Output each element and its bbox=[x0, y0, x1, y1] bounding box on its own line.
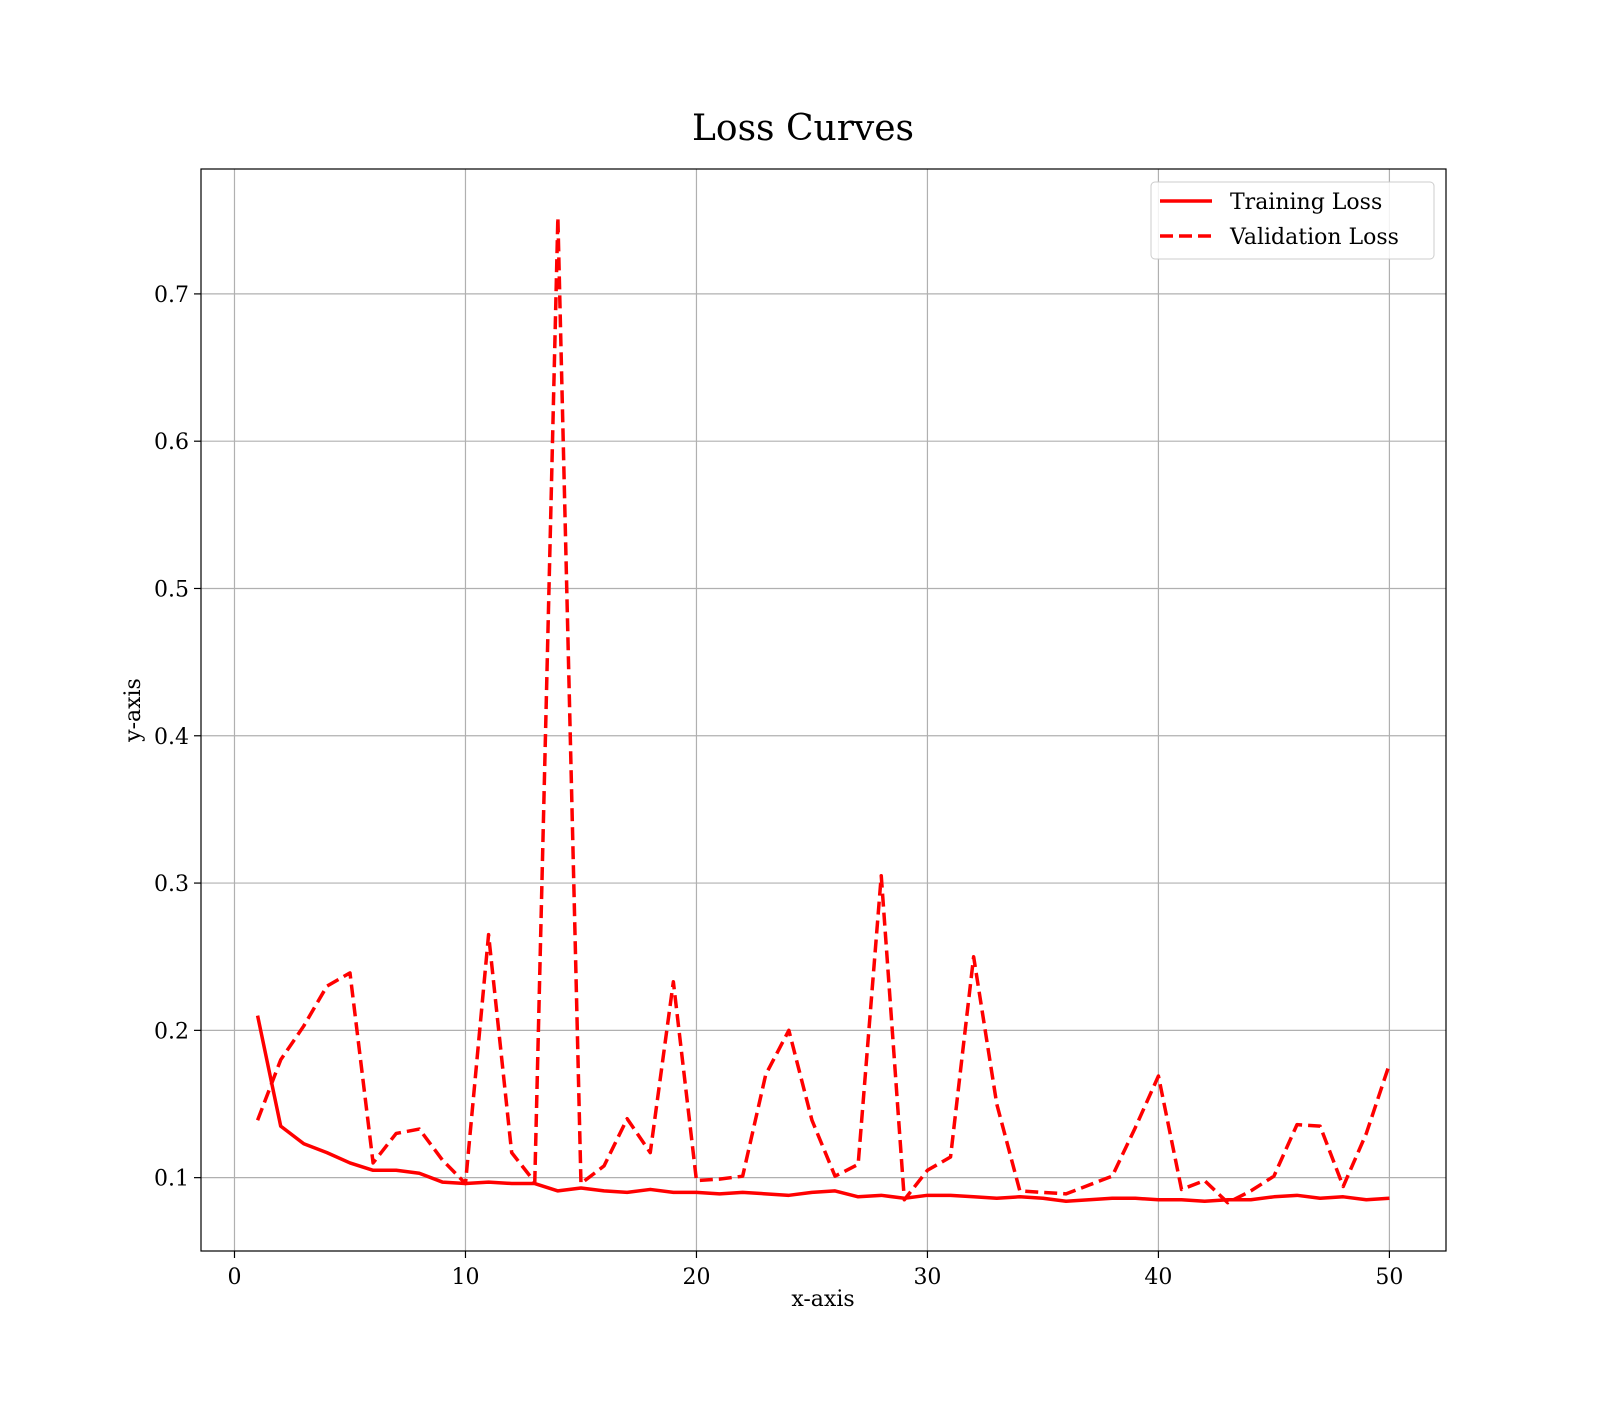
x-tick-label: 20 bbox=[682, 1265, 710, 1290]
y-tick-label: 0.2 bbox=[154, 1019, 189, 1044]
training-loss-line bbox=[255, 1015, 1390, 1203]
chart-title: Loss Curves bbox=[692, 108, 914, 149]
validation-loss-line bbox=[255, 215, 1392, 1205]
x-tick-label: 50 bbox=[1375, 1265, 1403, 1290]
series-lines bbox=[255, 215, 1392, 1205]
x-tick-label: 30 bbox=[913, 1265, 941, 1290]
legend-box bbox=[1150, 181, 1435, 260]
x-tick-label: 40 bbox=[1144, 1265, 1172, 1290]
x-axis-label: x-axis bbox=[791, 1287, 854, 1312]
y-axis-label: y-axis bbox=[121, 678, 146, 743]
plot-area-frame bbox=[200, 168, 1447, 1252]
axis-ticks: 0 10 20 30 40 50 0.1 0.2 0.3 0.4 0.5 0.6 0.7 bbox=[154, 283, 1403, 1290]
legend-label-training-loss: Training Loss bbox=[1230, 190, 1382, 215]
legend: Training Loss Validation Loss bbox=[1150, 181, 1435, 260]
grid-lines bbox=[201, 169, 1446, 1251]
y-tick-label: 0.1 bbox=[154, 1167, 189, 1192]
legend-label-validation-loss: Validation Loss bbox=[1229, 225, 1399, 250]
y-tick-label: 0.6 bbox=[154, 430, 189, 455]
x-tick-label: 0 bbox=[227, 1265, 241, 1290]
y-tick-label: 0.5 bbox=[154, 577, 189, 602]
x-tick-label: 10 bbox=[451, 1265, 479, 1290]
y-tick-label: 0.7 bbox=[154, 283, 189, 308]
y-tick-label: 0.3 bbox=[154, 872, 189, 897]
y-tick-label: 0.4 bbox=[154, 725, 189, 750]
